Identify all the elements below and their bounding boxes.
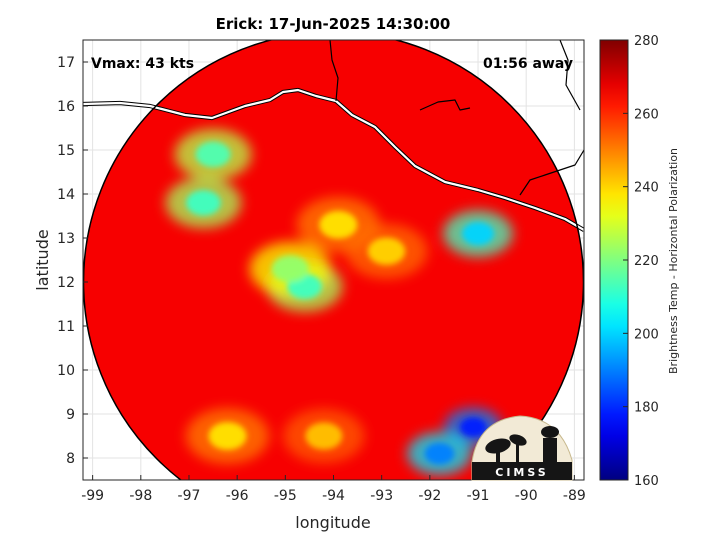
colorbar-tick-label: 280 (634, 34, 659, 49)
border-line-2 (419, 99, 471, 111)
colorbar-tick-label: 200 (634, 327, 659, 342)
colorbar-tick-label: 180 (634, 401, 659, 416)
colorbar-tick-label: 260 (634, 107, 659, 122)
x-tick-label: -99 (81, 488, 104, 504)
x-tick-label: -93 (370, 488, 393, 504)
y-tick-label: 9 (66, 407, 75, 423)
feature-convection-se-2 (424, 442, 455, 465)
y-tick-label: 12 (57, 275, 75, 291)
time-away-annotation: 01:56 away (483, 56, 573, 72)
border-line-4 (559, 40, 581, 111)
cimss-logo: CIMSS (471, 415, 573, 481)
feature-convection-sw (208, 422, 247, 450)
coastline (83, 40, 584, 232)
x-tick-label: -96 (226, 488, 249, 504)
y-tick-label: 10 (57, 363, 75, 379)
x-axis-label: longitude (295, 513, 370, 532)
colorbar-tick-label: 240 (634, 181, 659, 196)
colorbar-tick-label: 220 (634, 254, 659, 269)
x-tick-label: -92 (418, 488, 441, 504)
x-tick-label: -97 (178, 488, 201, 504)
vmax-annotation: Vmax: 43 kts (91, 56, 194, 72)
x-tick-label: -94 (322, 488, 345, 504)
feature-rainband-arc-west (271, 255, 309, 283)
y-tick-label: 15 (57, 143, 75, 159)
feature-convection-west-2 (195, 141, 231, 168)
colorbar-tick-label: 160 (634, 474, 659, 489)
x-tick-label: -90 (515, 488, 538, 504)
x-tick-label: -95 (274, 488, 297, 504)
chart-title: Erick: 17-Jun-2025 14:30:00 (216, 15, 451, 33)
feature-convection-west-1 (186, 190, 221, 216)
y-tick-label: 11 (57, 319, 75, 335)
logo-text: CIMSS (495, 466, 548, 479)
x-tick-label: -98 (129, 488, 152, 504)
x-axis-ticks: -99 -98 -97 -96 -95 -94 -93 -92 -91 -90 -89 (81, 475, 586, 504)
feature-convection-south (305, 422, 343, 450)
border-line (329, 40, 339, 102)
border-line-3 (519, 149, 584, 196)
colorbar-label: Brightness Temp - Horizontal Polarizatio… (667, 148, 680, 374)
colorbar-ticks: 160 180 200 220 240 260 280 (623, 34, 659, 489)
feature-convection-se-1 (459, 417, 487, 437)
y-tick-label: 17 (57, 55, 75, 71)
feature-rainband-north (319, 210, 358, 239)
x-tick-label: -91 (467, 488, 490, 504)
y-axis-ticks: 8 9 10 11 12 13 14 15 16 17 (57, 55, 88, 467)
y-axis-label: latitude (33, 229, 52, 290)
y-tick-label: 14 (57, 187, 75, 203)
feature-convection-east (462, 221, 495, 246)
y-tick-label: 8 (66, 451, 75, 467)
x-tick-label: -89 (563, 488, 586, 504)
y-tick-label: 16 (57, 99, 75, 115)
feature-rainband-east (367, 237, 406, 265)
y-tick-label: 13 (57, 231, 75, 247)
